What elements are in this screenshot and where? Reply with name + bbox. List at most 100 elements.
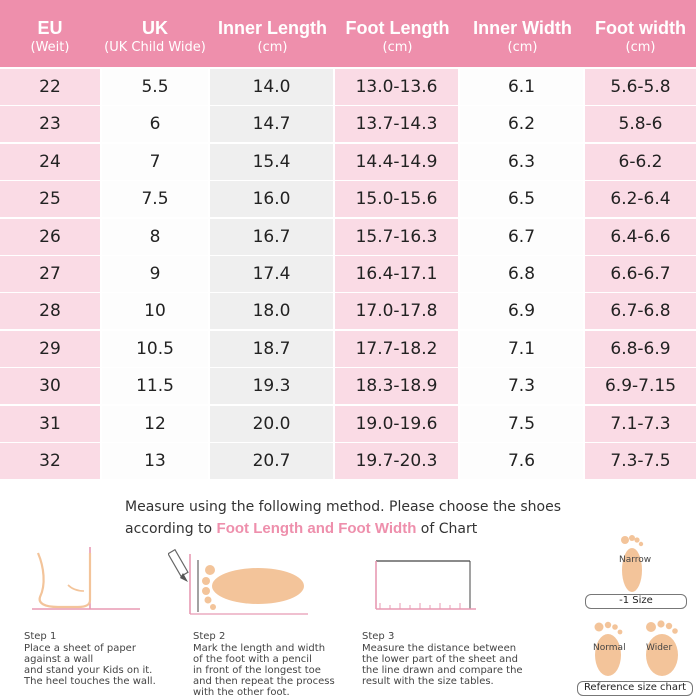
table-header: EU (Weit) UK (UK Child Wide) Inner Lengt… <box>0 0 696 67</box>
cell-foot-length: 15.7-16.3 <box>335 218 458 255</box>
header-title: Inner Width <box>473 18 572 38</box>
toe <box>202 587 210 595</box>
cell-eu: 25 <box>0 181 100 218</box>
header-subtitle: (Weit) <box>30 40 70 55</box>
cell-foot-length: 13.7-14.3 <box>335 106 458 143</box>
table-row: 28 10 18.0 17.0-17.8 6.9 6.7-6.8 <box>0 293 696 330</box>
pencil-icon <box>168 548 189 582</box>
cell-eu: 23 <box>0 106 100 143</box>
cell-eu: 26 <box>0 218 100 255</box>
step-line: and stand your Kids on it. <box>24 665 153 676</box>
narrow-foot-icon <box>621 535 644 592</box>
header-title: Inner Length <box>218 18 327 38</box>
header-title: UK <box>142 18 168 38</box>
cell-uk: 9 <box>102 256 208 292</box>
step-line: and then repeat the process <box>193 676 335 687</box>
step-1: Step 1 Place a sheet of paper against a … <box>24 631 174 687</box>
header-eu: EU (Weit) <box>0 0 100 67</box>
header-inner-width: Inner Width (cm) <box>460 0 585 67</box>
header-subtitle: (cm) <box>625 40 656 55</box>
cell-inner-length: 18.7 <box>210 330 333 367</box>
intro-line-2: according to Foot Length and Foot Width … <box>125 518 685 540</box>
cell-eu: 24 <box>0 143 100 180</box>
cell-inner-length: 15.4 <box>210 143 333 180</box>
cell-foot-width: 6.2-6.4 <box>585 181 696 218</box>
table-row: 32 13 20.7 19.7-20.3 7.6 7.3-7.5 <box>0 443 696 479</box>
cell-foot-length: 18.3-18.9 <box>335 368 458 405</box>
step-line: with the other foot. <box>193 687 290 698</box>
cell-foot-width: 5.6-5.8 <box>585 69 696 105</box>
cell-inner-width: 7.3 <box>460 368 583 405</box>
reference-chart-pill: Reference size chart <box>577 681 693 696</box>
cell-foot-width: 6.6-6.7 <box>585 256 696 292</box>
cell-uk: 11.5 <box>102 368 208 405</box>
cell-inner-length: 16.0 <box>210 181 333 218</box>
toe <box>210 604 216 610</box>
header-subtitle: (cm) <box>382 40 413 55</box>
cell-inner-length: 14.0 <box>210 69 333 105</box>
header-title: Foot width <box>595 18 686 38</box>
cell-foot-width: 5.8-6 <box>585 106 696 143</box>
table-row: 23 6 14.7 13.7-14.3 6.2 5.8-6 <box>0 106 696 143</box>
cell-inner-length: 16.7 <box>210 218 333 255</box>
cell-uk: 6 <box>102 106 208 143</box>
cell-uk: 10.5 <box>102 330 208 367</box>
cell-foot-width: 6-6.2 <box>585 143 696 180</box>
step-line: Place a sheet of paper <box>24 643 136 654</box>
cell-eu: 29 <box>0 330 100 367</box>
step1-illustration <box>32 547 140 610</box>
cell-inner-width: 6.5 <box>460 181 583 218</box>
table-row: 25 7.5 16.0 15.0-15.6 6.5 6.2-6.4 <box>0 181 696 218</box>
step-title: Step 2 <box>193 631 226 642</box>
step-title: Step 3 <box>362 631 395 642</box>
cell-foot-length: 15.0-15.6 <box>335 181 458 218</box>
step-line: the lower part of the sheet and <box>362 654 518 665</box>
cell-foot-length: 17.7-18.2 <box>335 330 458 367</box>
step-line: Mark the length and width <box>193 643 326 654</box>
cell-inner-width: 7.5 <box>460 405 583 442</box>
cell-foot-width: 7.3-7.5 <box>585 443 696 479</box>
cell-foot-length: 19.0-19.6 <box>335 405 458 442</box>
table-row: 22 5.5 14.0 13.0-13.6 6.1 5.6-5.8 <box>0 69 696 105</box>
header-subtitle: (UK Child Wide) <box>104 40 206 55</box>
cell-inner-width: 6.7 <box>460 218 583 255</box>
normal-foot-icon <box>594 621 623 676</box>
step-line: the line drawn and compare the <box>362 665 523 676</box>
cell-inner-width: 6.8 <box>460 256 583 292</box>
ruler-icon <box>376 603 476 610</box>
cell-foot-length: 14.4-14.9 <box>335 143 458 180</box>
header-subtitle: (cm) <box>257 40 288 55</box>
cell-inner-length: 17.4 <box>210 256 333 292</box>
header-subtitle: (cm) <box>507 40 538 55</box>
cell-inner-length: 19.3 <box>210 368 333 405</box>
cell-foot-width: 6.7-6.8 <box>585 293 696 330</box>
cell-uk: 12 <box>102 405 208 442</box>
cell-inner-width: 7.1 <box>460 330 583 367</box>
cell-foot-width: 7.1-7.3 <box>585 405 696 442</box>
step-line: of the foot with a pencil <box>193 654 312 665</box>
step2-illustration <box>168 548 308 615</box>
footprint-sole <box>212 568 304 604</box>
step-2: Step 2 Mark the length and width of the … <box>193 631 353 698</box>
intro-prefix: according to <box>125 521 217 537</box>
toe <box>204 596 212 604</box>
cell-inner-width: 6.2 <box>460 106 583 143</box>
cell-eu: 22 <box>0 69 100 105</box>
cell-inner-length: 20.0 <box>210 405 333 442</box>
cell-eu: 31 <box>0 405 100 442</box>
wider-foot-icon <box>646 620 678 676</box>
wider-label: Wider <box>646 643 673 653</box>
cell-inner-width: 6.1 <box>460 69 583 105</box>
step-line: in front of the longest toe <box>193 665 321 676</box>
table-row: 31 12 20.0 19.0-19.6 7.5 7.1-7.3 <box>0 405 696 442</box>
table-row: 29 10.5 18.7 17.7-18.2 7.1 6.8-6.9 <box>0 330 696 367</box>
cell-foot-width: 6.8-6.9 <box>585 330 696 367</box>
step3-illustration <box>375 560 476 610</box>
intro-line-1: Measure using the following method. Plea… <box>125 499 562 515</box>
cell-uk: 7.5 <box>102 181 208 218</box>
toe <box>205 565 215 575</box>
cell-inner-width: 6.9 <box>460 293 583 330</box>
header-foot-width: Foot width (cm) <box>585 0 696 67</box>
cell-foot-width: 6.4-6.6 <box>585 218 696 255</box>
cell-uk: 8 <box>102 218 208 255</box>
